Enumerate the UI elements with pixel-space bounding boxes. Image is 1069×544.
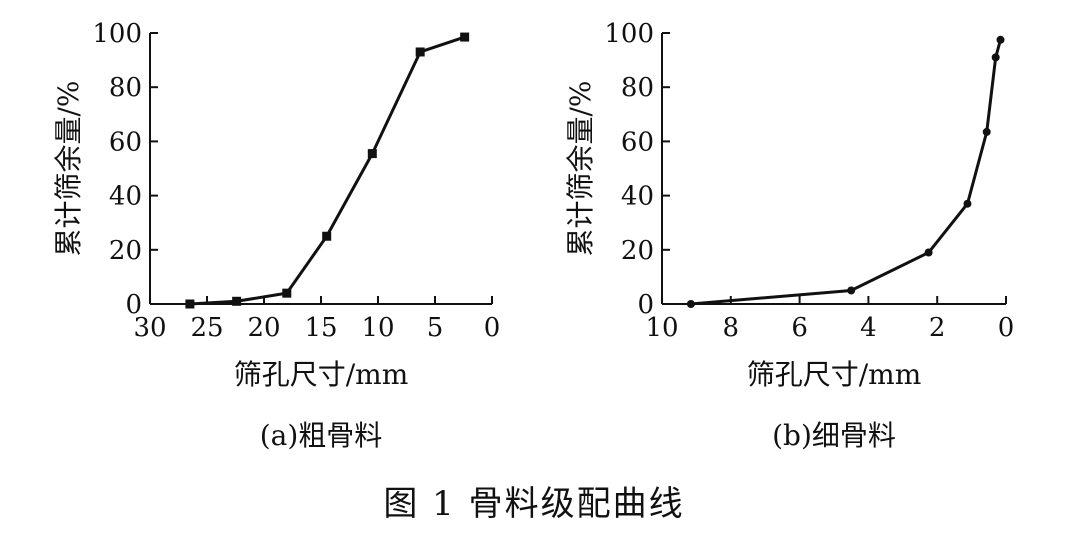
chart-b-data-point	[982, 127, 991, 136]
chart-a-x-tick-label: 5	[427, 313, 444, 343]
chart-b-y-axis-label: 累计筛余量/%	[564, 80, 597, 256]
chart-b-x-tick-label: 0	[998, 313, 1015, 343]
chart-a-x-tick-label: 0	[484, 313, 501, 343]
chart-b-data-point	[686, 300, 695, 308]
chart-a-subcaption: (a)粗骨料	[260, 419, 383, 452]
chart-a-x-axis-label: 筛孔尺寸/mm	[234, 358, 409, 391]
chart-b-y-tick-label: 80	[621, 73, 654, 103]
chart-a-series-line	[189, 35, 466, 306]
chart-a-y-axis-label: 累计筛余量/%	[52, 80, 85, 256]
chart-b-x-tick-label: 8	[723, 313, 740, 343]
chart-b-data-point	[924, 248, 933, 257]
figure-caption: 图 1 骨料级配曲线	[383, 484, 684, 524]
chart-b-y-tick-label: 100	[604, 19, 654, 49]
chart-a-y-tick-label: 20	[109, 236, 142, 266]
chart-a-y-tick-label: 0	[125, 290, 142, 320]
chart-b-x-tick-label: 4	[860, 313, 877, 343]
chart-b-x-tick-label: 6	[791, 313, 808, 343]
chart-a-data-point	[185, 299, 195, 309]
chart-a-y-tick-label: 80	[109, 73, 142, 103]
chart-b-x-tick-label: 10	[645, 313, 678, 343]
chart-b-y-tick-label: 0	[637, 290, 654, 320]
chart-a-x-tick-label: 20	[247, 313, 280, 343]
chart-a-x-tick-label: 25	[190, 313, 223, 343]
chart-a-data-point	[232, 296, 242, 306]
chart-b-data-point	[963, 199, 972, 208]
chart-a-x-tick-label: 15	[304, 313, 337, 343]
chart-a-data-point	[282, 288, 292, 298]
chart-a-y-tick-label: 100	[92, 19, 142, 49]
chart-a-data-point	[460, 32, 470, 42]
chart-a-y-tick-label: 40	[109, 182, 142, 212]
chart-b-subcaption: (b)细骨料	[772, 419, 896, 452]
chart-b-series-line	[690, 39, 1002, 306]
chart-coarse-aggregate: 0 20 40 60 80 100 30 25 20 15 10 5 0 筛孔尺寸/mm 累计筛余量/% (a…	[52, 19, 500, 452]
chart-b-y-tick-label: 60	[621, 127, 654, 157]
chart-b-data-point	[847, 286, 856, 295]
chart-a-x-tick-label: 30	[133, 313, 166, 343]
chart-b-x-axis-label: 筛孔尺寸/mm	[747, 358, 922, 391]
chart-a-y-tick-label: 60	[109, 127, 142, 157]
chart-a-data-point	[322, 231, 332, 241]
chart-b-data-point	[996, 35, 1005, 44]
chart-a-data-point	[415, 47, 425, 57]
chart-b-x-tick-label: 2	[929, 313, 946, 343]
chart-b-y-tick-label: 40	[621, 182, 654, 212]
chart-a-data-point	[367, 149, 377, 159]
chart-b-data-point	[991, 53, 1000, 62]
chart-a-x-tick-label: 10	[361, 313, 394, 343]
chart-b-y-tick-label: 20	[621, 236, 654, 266]
